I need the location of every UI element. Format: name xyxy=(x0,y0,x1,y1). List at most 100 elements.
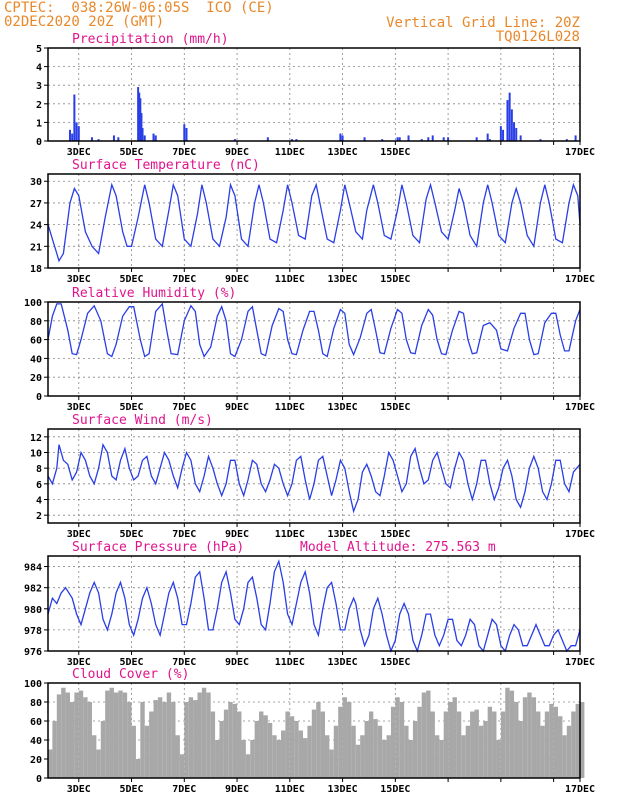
x-tick-label: 3DEC xyxy=(67,784,91,795)
y-tick-label: 18 xyxy=(30,264,42,275)
y-tick-label: 40 xyxy=(30,354,42,365)
x-tick-label: 11DEC xyxy=(275,147,305,158)
y-tick-label: 60 xyxy=(30,717,42,728)
bar xyxy=(502,129,505,141)
bar xyxy=(513,122,516,141)
bar xyxy=(237,711,242,778)
bar xyxy=(488,139,491,141)
x-tick-label: 15DEC xyxy=(380,147,410,158)
bar xyxy=(341,135,344,141)
bar xyxy=(185,127,188,141)
y-tick-label: 100 xyxy=(24,679,42,690)
bar xyxy=(496,740,501,778)
bar xyxy=(518,721,523,778)
bar xyxy=(228,702,233,778)
bar xyxy=(342,697,347,778)
bar xyxy=(320,711,325,778)
bar xyxy=(68,129,71,141)
bar xyxy=(193,700,198,778)
plot-frame xyxy=(47,47,581,142)
y-tick-label: 976 xyxy=(24,647,42,658)
x-tick-label: 9DEC xyxy=(225,402,249,413)
x-tick-label: 3DEC xyxy=(67,147,91,158)
bar xyxy=(539,139,542,141)
bar xyxy=(439,740,444,778)
bar xyxy=(281,730,286,778)
x-tick-label: 5DEC xyxy=(119,529,143,540)
bar xyxy=(434,735,440,778)
bar xyxy=(474,709,479,778)
x-tick-label: 7DEC xyxy=(172,784,196,795)
bar xyxy=(303,738,308,778)
y-tick-label: 978 xyxy=(24,626,42,637)
x-tick-label: 15DEC xyxy=(380,784,410,795)
bar xyxy=(96,749,101,778)
bar xyxy=(87,702,92,778)
x-tick-label: 5DEC xyxy=(119,147,143,158)
x-tick-label: 15DEC xyxy=(380,402,410,413)
x-tick-label: 11DEC xyxy=(275,784,305,795)
bar xyxy=(522,697,528,778)
bar xyxy=(131,725,136,778)
bar xyxy=(373,719,378,778)
bar xyxy=(333,725,339,778)
y-tick-label: 24 xyxy=(30,221,42,232)
bar xyxy=(549,703,554,778)
y-tick-label: 12 xyxy=(30,433,42,444)
x-tick-label: 5DEC xyxy=(119,784,143,795)
bar xyxy=(377,725,383,778)
bar xyxy=(486,133,489,141)
bar xyxy=(295,139,298,141)
bar xyxy=(141,127,144,141)
bar xyxy=(540,725,545,778)
y-tick-label: 10 xyxy=(30,449,42,460)
bar xyxy=(91,735,97,778)
y-tick-label: 0 xyxy=(36,774,42,785)
x-tick-label: 3DEC xyxy=(67,274,91,285)
panel-title: Surface Wind (m/s) xyxy=(72,413,213,428)
bar xyxy=(267,722,273,778)
bar xyxy=(536,711,541,778)
bar xyxy=(431,135,434,141)
bar xyxy=(470,711,475,778)
bar xyxy=(565,139,568,141)
bar xyxy=(465,725,471,778)
y-tick-label: 0 xyxy=(36,137,42,148)
bar xyxy=(442,137,445,141)
y-tick-label: 982 xyxy=(24,584,42,595)
series-line xyxy=(47,442,581,514)
plot-frame xyxy=(47,555,581,652)
y-tick-label: 6 xyxy=(36,480,42,491)
panel-title: Cloud Cover (%) xyxy=(72,667,189,682)
bar xyxy=(109,687,114,778)
panel-title: Surface Pressure (hPa) xyxy=(72,540,244,555)
bar xyxy=(65,692,70,778)
x-tick-label: 15DEC xyxy=(380,529,410,540)
bar xyxy=(183,124,186,141)
bar xyxy=(430,711,435,778)
bar xyxy=(97,139,100,141)
bar xyxy=(162,702,167,778)
bar xyxy=(294,721,299,778)
bar xyxy=(210,711,216,778)
bar xyxy=(90,137,93,141)
header-line2-right: TQ0126L028 xyxy=(495,29,580,45)
x-tick-label: 13DEC xyxy=(328,402,358,413)
y-tick-label: 5 xyxy=(36,44,42,55)
bar xyxy=(324,735,330,778)
bar xyxy=(443,711,449,778)
bar xyxy=(412,721,418,778)
header-line2-left: 02DEC2020 20Z (GMT) xyxy=(4,14,165,30)
x-tick-label: 5DEC xyxy=(119,402,143,413)
x-tick-label: 17DEC xyxy=(565,147,595,158)
bar xyxy=(527,692,532,778)
y-tick-label: 27 xyxy=(30,199,42,210)
bar xyxy=(355,744,361,778)
bar xyxy=(254,721,260,778)
bar xyxy=(580,702,585,778)
bar xyxy=(113,692,119,778)
bar xyxy=(399,702,405,778)
x-tick-label: 5DEC xyxy=(119,274,143,285)
x-tick-label: 9DEC xyxy=(225,147,249,158)
y-tick-label: 40 xyxy=(30,736,42,747)
